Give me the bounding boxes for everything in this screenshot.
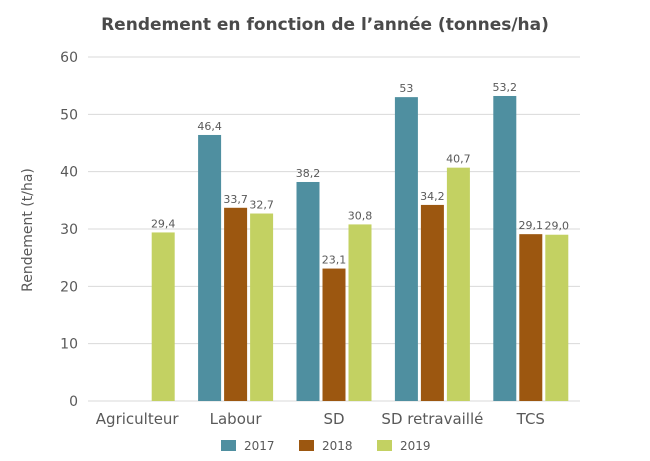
data-label: 23,1 bbox=[322, 254, 347, 267]
category-labels: Agriculteur Labour SD SD retravaillé TCS bbox=[96, 410, 545, 428]
data-label: 29,1 bbox=[519, 219, 544, 232]
category-label: Agriculteur bbox=[96, 410, 180, 428]
data-label: 30,8 bbox=[348, 209, 373, 222]
legend-label: 2019 bbox=[400, 439, 431, 453]
bar-2018 bbox=[519, 234, 543, 401]
y-tick-label: 30 bbox=[60, 222, 78, 238]
data-label: 40,7 bbox=[446, 153, 471, 166]
y-tick-labels: 0 10 20 30 40 50 60 bbox=[60, 50, 78, 410]
category-label: SD bbox=[323, 410, 344, 428]
bar-2017 bbox=[198, 134, 222, 401]
y-tick-label: 0 bbox=[69, 394, 78, 410]
bar-2019 bbox=[545, 234, 569, 401]
legend-swatch-2019 bbox=[377, 440, 392, 451]
legend-label: 2018 bbox=[322, 439, 353, 453]
bar-2018 bbox=[322, 268, 346, 401]
bar-2019 bbox=[250, 213, 274, 401]
bar-2019 bbox=[151, 232, 175, 401]
bar-2017 bbox=[493, 95, 517, 401]
data-label: 29,0 bbox=[545, 220, 570, 233]
category-label: SD retravaillé bbox=[381, 410, 483, 428]
legend: 2017 2018 2019 bbox=[221, 439, 431, 453]
data-label: 38,2 bbox=[296, 167, 321, 180]
data-label: 34,2 bbox=[420, 190, 445, 203]
bar-2019 bbox=[348, 224, 372, 401]
legend-swatch-2017 bbox=[221, 440, 236, 451]
data-label: 33,7 bbox=[223, 193, 248, 206]
y-tick-label: 10 bbox=[60, 337, 78, 353]
bar-2017 bbox=[296, 181, 320, 401]
data-labels: 29,4 46,4 33,7 32,7 38,2 23,1 30,8 53 34,2 40,7 53… bbox=[151, 81, 569, 267]
legend-label: 2017 bbox=[244, 439, 275, 453]
bar-2017 bbox=[394, 97, 418, 401]
bar-2019 bbox=[446, 167, 470, 401]
category-label: Labour bbox=[210, 410, 263, 428]
category-label: TCS bbox=[516, 410, 545, 428]
y-tick-label: 50 bbox=[60, 107, 78, 123]
data-label: 53,2 bbox=[493, 81, 518, 94]
legend-swatch-2018 bbox=[299, 440, 314, 451]
data-label: 53 bbox=[399, 82, 413, 95]
y-tick-label: 60 bbox=[60, 50, 78, 66]
bar-2018 bbox=[420, 204, 444, 401]
data-label: 29,4 bbox=[151, 217, 176, 230]
bars bbox=[151, 95, 569, 401]
y-tick-label: 20 bbox=[60, 279, 78, 295]
data-label: 46,4 bbox=[197, 120, 222, 133]
bar-2018 bbox=[224, 207, 248, 401]
y-axis-label: Rendement (t/ha) bbox=[20, 168, 36, 292]
chart-title: Rendement en fonction de l’année (tonnes… bbox=[101, 15, 549, 35]
data-label: 32,7 bbox=[249, 199, 274, 212]
y-tick-label: 40 bbox=[60, 165, 78, 181]
